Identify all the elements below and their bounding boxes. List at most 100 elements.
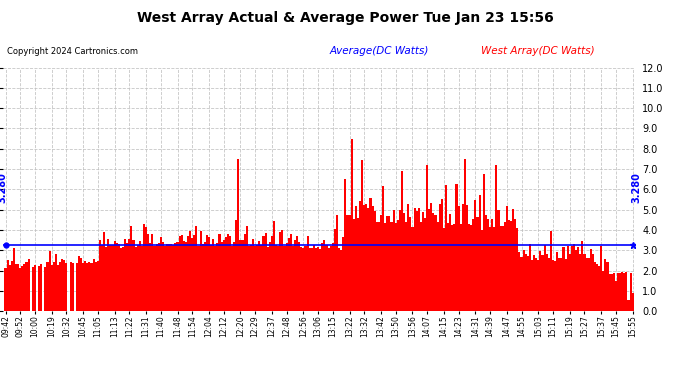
Bar (374, 211, 376, 311)
Bar (403, 213, 405, 311)
Bar (126, 243, 128, 311)
Bar (256, 245, 258, 311)
Bar (162, 242, 164, 311)
Text: West Array(DC Watts): West Array(DC Watts) (482, 46, 595, 56)
Bar (380, 216, 382, 311)
Bar (468, 224, 470, 311)
Bar (504, 222, 506, 311)
Bar (571, 246, 573, 311)
Bar (292, 246, 294, 311)
Bar (466, 205, 468, 311)
Bar (548, 258, 550, 311)
Bar (183, 241, 185, 311)
Bar (300, 247, 302, 311)
Bar (52, 262, 55, 311)
Bar (199, 231, 201, 311)
Bar (103, 232, 105, 311)
Bar (399, 210, 401, 311)
Bar (86, 263, 88, 311)
Bar (277, 246, 279, 311)
Bar (575, 250, 577, 311)
Bar (617, 273, 619, 311)
Bar (11, 261, 13, 311)
Bar (369, 198, 371, 311)
Bar (187, 236, 189, 311)
Bar (23, 264, 26, 311)
Bar (590, 249, 592, 311)
Bar (219, 234, 221, 311)
Bar (502, 226, 504, 311)
Bar (596, 264, 598, 311)
Bar (435, 214, 437, 311)
Bar (215, 246, 217, 311)
Bar (336, 214, 338, 311)
Bar (558, 258, 560, 311)
Bar (439, 204, 441, 311)
Bar (328, 248, 330, 311)
Bar (92, 259, 95, 311)
Bar (122, 248, 124, 311)
Bar (428, 209, 431, 311)
Bar (611, 274, 613, 311)
Bar (405, 222, 407, 311)
Bar (46, 262, 48, 311)
Bar (132, 240, 135, 311)
Bar (168, 244, 170, 311)
Bar (233, 243, 235, 311)
Bar (191, 238, 193, 311)
Bar (415, 211, 417, 311)
Bar (55, 254, 57, 311)
Bar (340, 250, 342, 311)
Bar (101, 245, 103, 311)
Bar (363, 206, 365, 311)
Bar (607, 262, 609, 311)
Bar (279, 232, 282, 311)
Bar (166, 244, 168, 311)
Text: West Array Actual & Average Power Tue Jan 23 15:56: West Array Actual & Average Power Tue Ja… (137, 11, 553, 25)
Bar (324, 240, 326, 311)
Bar (61, 259, 63, 311)
Bar (302, 248, 304, 311)
Bar (546, 254, 548, 311)
Bar (602, 271, 604, 311)
Bar (13, 248, 15, 311)
Bar (491, 219, 493, 311)
Bar (193, 235, 195, 311)
Bar (260, 245, 262, 311)
Bar (114, 241, 116, 311)
Bar (44, 267, 46, 311)
Bar (241, 240, 244, 311)
Bar (296, 236, 298, 311)
Bar (584, 254, 586, 311)
Bar (252, 239, 254, 311)
Bar (569, 254, 571, 311)
Bar (443, 228, 445, 311)
Bar (143, 224, 145, 311)
Bar (269, 242, 271, 311)
Bar (206, 235, 208, 311)
Bar (479, 195, 481, 311)
Bar (137, 245, 139, 311)
Bar (598, 266, 600, 311)
Bar (170, 244, 172, 311)
Bar (189, 231, 191, 311)
Bar (90, 262, 92, 311)
Text: 3.280: 3.280 (0, 172, 7, 203)
Bar (554, 261, 556, 311)
Bar (464, 159, 466, 311)
Bar (401, 171, 403, 311)
Bar (57, 266, 59, 311)
Bar (562, 246, 564, 311)
Bar (424, 218, 426, 311)
Bar (391, 222, 393, 311)
Bar (179, 236, 181, 311)
Bar (355, 206, 357, 311)
Bar (116, 243, 118, 311)
Bar (181, 235, 183, 311)
Bar (80, 258, 82, 311)
Bar (310, 248, 313, 311)
Bar (88, 262, 90, 311)
Bar (470, 225, 472, 311)
Bar (540, 251, 542, 311)
Bar (376, 222, 378, 311)
